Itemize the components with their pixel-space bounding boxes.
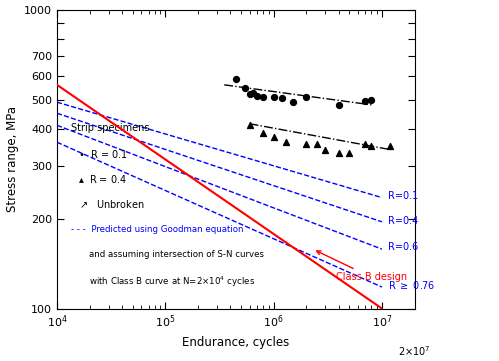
Point [302, 141, 310, 147]
Point [361, 98, 369, 104]
Text: $\blacktriangle$  R = 0.4: $\blacktriangle$ R = 0.4 [78, 173, 128, 185]
Point [302, 94, 310, 100]
Point [361, 141, 369, 147]
Text: Class B design: Class B design [317, 251, 408, 282]
Text: R=0.4: R=0.4 [389, 216, 419, 226]
Text: $\nearrow$  Unbroken: $\nearrow$ Unbroken [78, 197, 145, 210]
Text: - - -  Predicted using Goodman equation: - - - Predicted using Goodman equation [71, 225, 244, 234]
Text: and assuming intersection of S-N curves: and assuming intersection of S-N curves [89, 250, 264, 259]
Point [335, 102, 343, 108]
Point [282, 139, 290, 145]
Point [269, 134, 277, 140]
Point [232, 76, 240, 82]
Point [259, 94, 267, 100]
Point [335, 151, 343, 156]
Point [289, 99, 297, 105]
Y-axis label: Stress range, MPa: Stress range, MPa [5, 106, 18, 212]
Point [242, 86, 250, 91]
Point [246, 92, 253, 97]
Text: R $\geq$ 0.76: R $\geq$ 0.76 [389, 279, 436, 291]
Point [253, 93, 261, 99]
Text: R=0.1: R=0.1 [389, 191, 419, 201]
Point [259, 131, 267, 136]
Point [321, 147, 329, 152]
Point [250, 90, 257, 96]
Point [269, 94, 277, 100]
Text: R=0.6: R=0.6 [389, 243, 419, 252]
Point [345, 151, 353, 156]
Point [313, 141, 321, 147]
Text: with Class B curve at N=2$\times$10$^4$ cycles: with Class B curve at N=2$\times$10$^4$ … [89, 275, 255, 290]
Point [246, 122, 253, 128]
Point [278, 95, 286, 101]
Point [367, 97, 375, 103]
Text: $\bullet$  R = 0.1: $\bullet$ R = 0.1 [78, 148, 128, 160]
Text: Strip specimens: Strip specimens [71, 123, 150, 133]
Text: $2{\times}10^7$: $2{\times}10^7$ [398, 344, 431, 358]
Point [367, 143, 375, 149]
X-axis label: Endurance, cycles: Endurance, cycles [182, 335, 289, 348]
Point [387, 143, 395, 149]
